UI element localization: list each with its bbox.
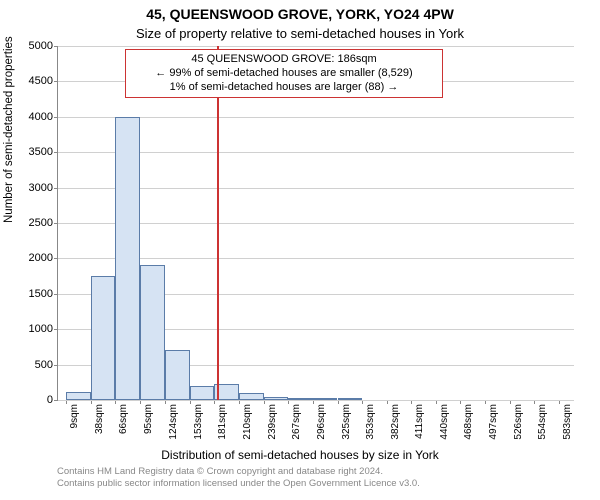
annotation-line-3: 1% of semi-detached houses are larger (8… (132, 81, 436, 95)
x-tick-label: 153sqm (193, 404, 204, 444)
x-tick-label: 267sqm (291, 404, 302, 444)
x-tick-label: 526sqm (513, 404, 524, 444)
x-tick-label: 353sqm (365, 404, 376, 444)
y-tick-label: 0 (9, 394, 53, 406)
x-tick-label: 468sqm (463, 404, 474, 444)
x-tick-label: 497sqm (488, 404, 499, 444)
x-tick-label: 239sqm (267, 404, 278, 444)
chart-container: 45, QUEENSWOOD GROVE, YORK, YO24 4PW Siz… (0, 0, 600, 500)
histogram-bar (140, 265, 165, 400)
x-tick-label: 181sqm (217, 404, 228, 444)
title-sub: Size of property relative to semi-detach… (0, 26, 600, 41)
annotation-box: 45 QUEENSWOOD GROVE: 186sqm ← 99% of sem… (125, 49, 443, 98)
x-tick-label: 296sqm (316, 404, 327, 444)
footer-line-1: Contains HM Land Registry data © Crown c… (57, 466, 577, 478)
y-tick-label: 3500 (9, 146, 53, 158)
y-tick-label: 4500 (9, 75, 53, 87)
footer-line-2: Contains public sector information licen… (57, 478, 577, 490)
y-tick-label: 5000 (9, 40, 53, 52)
x-tick-label: 66sqm (118, 404, 129, 444)
gridline (58, 46, 574, 47)
histogram-bar (66, 392, 91, 400)
title-main: 45, QUEENSWOOD GROVE, YORK, YO24 4PW (0, 6, 600, 22)
x-tick-label: 583sqm (562, 404, 573, 444)
histogram-bar (239, 393, 264, 400)
annotation-line-1: 45 QUEENSWOOD GROVE: 186sqm (132, 53, 436, 67)
histogram-bar (264, 397, 288, 400)
plot-area (57, 46, 574, 401)
histogram-bar (165, 350, 190, 400)
x-tick-label: 440sqm (439, 404, 450, 444)
histogram-bar (313, 398, 338, 400)
annotation-line-2: ← 99% of semi-detached houses are smalle… (132, 67, 436, 81)
histogram-bar (190, 386, 214, 400)
footer: Contains HM Land Registry data © Crown c… (57, 466, 577, 490)
y-tick-label: 3000 (9, 182, 53, 194)
histogram-bar (115, 117, 140, 400)
y-tick-label: 1000 (9, 323, 53, 335)
x-axis-label: Distribution of semi-detached houses by … (0, 448, 600, 462)
x-tick-label: 9sqm (69, 404, 80, 444)
y-axis-label: Number of semi-detached properties (3, 36, 15, 223)
x-tick-label: 124sqm (168, 404, 179, 444)
x-tick-label: 411sqm (414, 404, 425, 444)
y-tick-label: 1500 (9, 288, 53, 300)
indicator-line (217, 46, 219, 400)
x-tick-label: 325sqm (341, 404, 352, 444)
y-tick-label: 2500 (9, 217, 53, 229)
y-tick-label: 2000 (9, 252, 53, 264)
x-tick-label: 210sqm (242, 404, 253, 444)
x-tick-label: 382sqm (390, 404, 401, 444)
gridline (58, 400, 574, 401)
y-tick-label: 500 (9, 359, 53, 371)
histogram-bar (288, 398, 313, 400)
y-tick-label: 4000 (9, 111, 53, 123)
histogram-bar (91, 276, 115, 400)
x-tick-label: 38sqm (94, 404, 105, 444)
x-tick-label: 95sqm (143, 404, 154, 444)
x-tick-label: 554sqm (537, 404, 548, 444)
histogram-bar (338, 398, 362, 400)
